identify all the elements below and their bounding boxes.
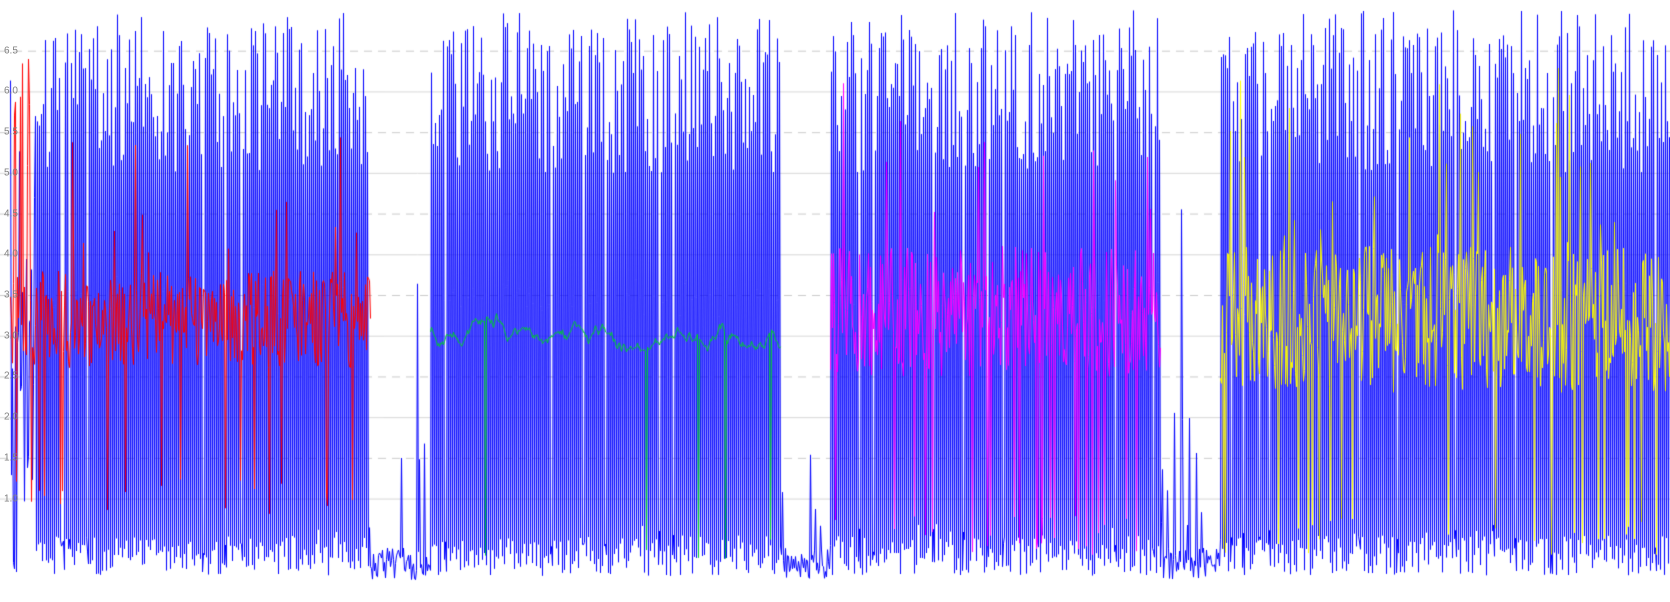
chart-canvas [0, 0, 1670, 602]
signal-chart: 1.01.52.02.53.03.54.04.55.05.56.06.5 [0, 0, 1670, 602]
